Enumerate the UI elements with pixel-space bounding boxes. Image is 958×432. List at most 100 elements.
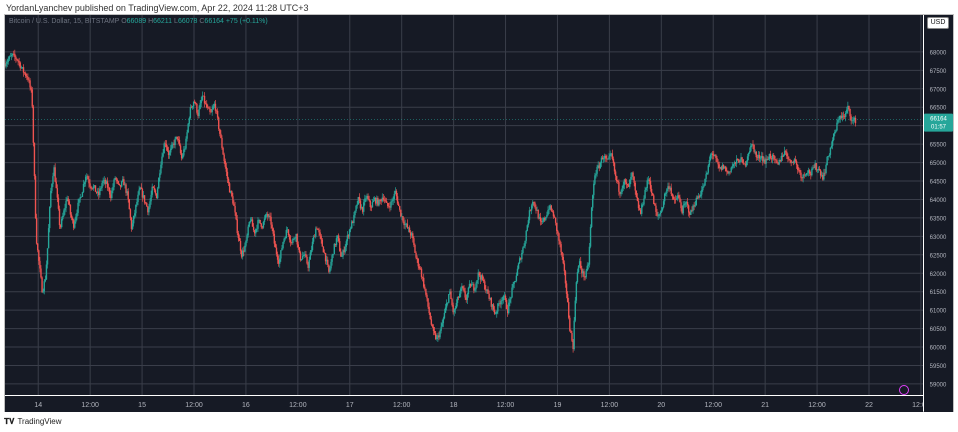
last-price-label: 66164 — [930, 117, 947, 123]
candle-body — [5, 63, 7, 67]
candle-body — [427, 298, 429, 307]
open-value: 66089 — [126, 18, 147, 25]
candle-body — [184, 148, 186, 150]
candle-body — [472, 284, 474, 285]
candle-body — [251, 219, 254, 227]
candle-body — [802, 174, 804, 179]
candle-body — [351, 221, 353, 229]
candle-body — [490, 297, 493, 307]
candle-body — [284, 238, 286, 239]
candle-body — [509, 299, 511, 303]
candle-body — [68, 201, 71, 205]
candle-body — [477, 272, 479, 281]
candle-body — [403, 221, 405, 226]
price-tick-label: 67500 — [930, 69, 947, 75]
candle-body — [179, 145, 182, 154]
candle-body — [804, 174, 807, 176]
candle-body — [546, 214, 548, 218]
currency-button[interactable]: USD — [927, 17, 949, 29]
candle-body — [704, 178, 706, 186]
candle-body — [365, 198, 367, 200]
candle-body — [294, 237, 296, 239]
price-tick-label: 67000 — [930, 87, 947, 93]
candle-body — [699, 194, 702, 197]
candle-body — [83, 182, 86, 185]
candle-body — [57, 197, 60, 209]
candle-body — [219, 128, 221, 134]
candle-body — [667, 186, 669, 190]
candle-body — [342, 250, 344, 257]
candlestick-chart[interactable] — [4, 15, 923, 395]
candle-body — [291, 242, 293, 244]
candle-body — [464, 291, 466, 298]
candle-body — [191, 106, 194, 108]
time-axis[interactable]: 14 12:00 15 12:00 16 12:00 17 12:00 18 12:00 19 12:… — [5, 396, 930, 412]
countdown-label: 01:57 — [931, 125, 947, 131]
candle-body — [423, 277, 425, 287]
candle-body — [714, 155, 716, 157]
candle-body — [424, 286, 426, 289]
candle-body — [93, 185, 96, 187]
candle-body — [222, 147, 224, 155]
candle-body — [220, 133, 222, 138]
candle-body — [340, 251, 342, 257]
candle-body — [428, 306, 430, 314]
candle-body — [343, 250, 345, 253]
candle-body — [421, 277, 424, 278]
candle-body — [269, 215, 271, 217]
candle-body — [775, 159, 777, 161]
candle-body — [214, 103, 217, 111]
candle-body — [62, 215, 64, 220]
candle-body — [454, 308, 457, 310]
candle-body — [198, 108, 200, 117]
price-tick-label: 62500 — [930, 253, 947, 259]
candle-body — [621, 188, 623, 192]
candle-body — [429, 313, 431, 320]
time-tick-label: 19 — [554, 402, 562, 409]
candle-body — [148, 207, 150, 213]
candle-body — [335, 238, 338, 246]
candle-body — [112, 187, 114, 191]
candle-body — [452, 305, 454, 313]
candle-body — [304, 254, 306, 255]
candle-body — [364, 198, 366, 203]
candle-body — [551, 210, 554, 212]
candle-body — [646, 180, 648, 189]
candle-body — [850, 116, 852, 121]
candle-body — [216, 110, 219, 118]
candle-body — [681, 208, 683, 214]
candle-body — [52, 176, 54, 185]
candle-body — [649, 181, 652, 189]
candle-body — [466, 294, 469, 301]
candle-body — [209, 108, 211, 112]
candle-body — [610, 153, 612, 155]
candle-body — [651, 193, 654, 196]
candle-body — [275, 247, 278, 255]
candle-body — [711, 153, 714, 156]
candle-body — [682, 205, 684, 214]
candle-body — [759, 157, 762, 159]
candle-body — [315, 228, 317, 237]
candle-body — [431, 324, 434, 327]
candle-body — [634, 182, 636, 191]
candle-body — [378, 199, 380, 206]
candle-body — [705, 174, 707, 179]
candle-body — [455, 302, 458, 309]
candle-body — [225, 166, 228, 172]
candle-body — [252, 226, 255, 231]
price-axis[interactable]: 59000 59500 60000 60500 61000 61500 62000 62500… — [924, 15, 953, 412]
candle-body — [353, 215, 355, 223]
candle-body — [468, 283, 471, 288]
plot-area[interactable] — [4, 15, 923, 395]
candle-body — [574, 300, 576, 321]
candle-body — [166, 147, 169, 151]
candle-body — [779, 159, 781, 162]
candle-body — [559, 240, 561, 245]
candle-body — [755, 151, 757, 158]
candle-body — [836, 122, 838, 131]
candle-body — [136, 201, 138, 205]
candle-body — [108, 187, 111, 195]
candle-body — [419, 268, 422, 269]
candle-body — [98, 191, 100, 196]
candle-body — [190, 107, 193, 108]
